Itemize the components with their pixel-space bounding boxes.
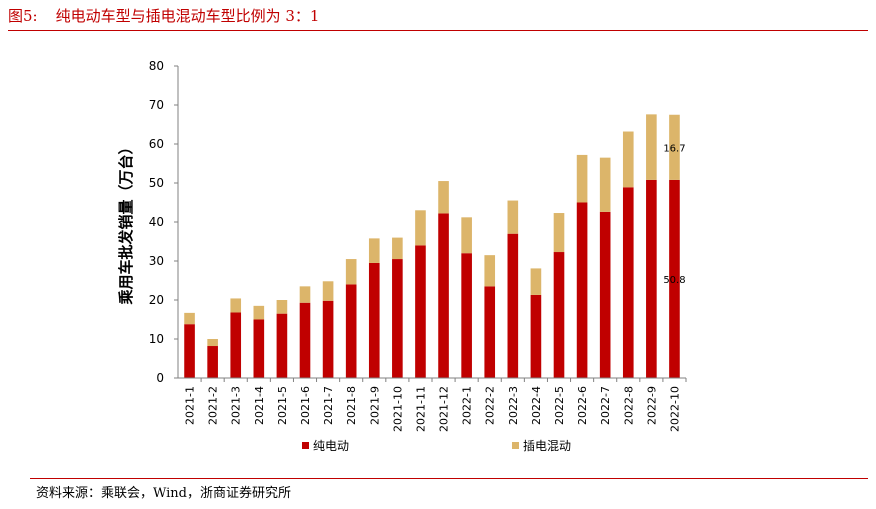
bar-bev xyxy=(599,211,611,378)
bar-bev xyxy=(345,284,357,378)
x-axis: 2021-1 2021-2 2021-3 2021-4 2021-5 2021-6 2021… xyxy=(178,377,687,432)
bar-bev xyxy=(322,300,334,378)
y-tick-label: 20 xyxy=(149,293,164,307)
x-tick-label: 2022-3 xyxy=(507,386,520,425)
x-tick-label: 2021-7 xyxy=(322,386,335,425)
legend-swatch-bev xyxy=(302,442,309,449)
bar-phev xyxy=(438,181,449,214)
x-tick-label: 2021-10 xyxy=(391,386,404,432)
bar-phev xyxy=(322,281,334,301)
bar-phev xyxy=(230,298,242,313)
bar-phev xyxy=(415,210,426,246)
bar-phev xyxy=(646,114,657,180)
x-tick-label: 2021-11 xyxy=(414,386,427,432)
x-tick-label: 2022-5 xyxy=(553,386,566,425)
bar-phev xyxy=(461,217,472,254)
y-tick-label: 60 xyxy=(149,137,164,151)
legend: 纯电动 插电混动 xyxy=(302,439,571,453)
x-tick-label: 2021-5 xyxy=(276,386,289,425)
bar-bev xyxy=(507,233,519,378)
x-tick-label: 2021-9 xyxy=(368,386,381,425)
y-tick-label: 10 xyxy=(149,332,164,346)
bar-phev xyxy=(669,114,680,180)
x-tick-label: 2022-6 xyxy=(576,386,589,425)
y-tick-label: 30 xyxy=(149,254,164,268)
bar-phev xyxy=(253,305,265,320)
bar-bev xyxy=(553,252,565,378)
bar-phev xyxy=(207,339,218,347)
x-tick-label: 2022-10 xyxy=(668,386,681,432)
bar-bev xyxy=(576,202,588,378)
bar-phev xyxy=(576,154,588,203)
x-tick-label: 2022-9 xyxy=(645,386,658,425)
bar-bev xyxy=(484,286,496,378)
source-rule xyxy=(30,478,868,479)
bar-phev xyxy=(276,300,288,314)
legend-label-phev: 插电混动 xyxy=(523,439,571,453)
data-label: 50.8 xyxy=(663,275,685,286)
data-label: 16.7 xyxy=(663,143,685,154)
legend-label-bev: 纯电动 xyxy=(313,439,349,453)
bar-phev xyxy=(392,237,403,260)
y-tick-label: 50 xyxy=(149,176,164,190)
bar-bev xyxy=(438,213,449,378)
bar-phev xyxy=(345,259,357,285)
y-axis-label: 乘用车批发销量（万台） xyxy=(117,139,135,305)
bar-bev xyxy=(646,179,657,378)
bar-bev xyxy=(276,313,288,378)
x-tick-label: 2021-8 xyxy=(345,386,358,425)
bar-bev xyxy=(530,294,542,378)
bar-bev xyxy=(253,319,265,378)
y-tick-label: 80 xyxy=(149,59,164,73)
bar-bev xyxy=(622,187,634,378)
bar-bev xyxy=(669,179,680,378)
bar-bev xyxy=(230,312,242,378)
bar-phev xyxy=(553,213,565,253)
bar-group xyxy=(184,114,680,378)
source-note: 资料来源：乘联会，Wind，浙商证券研究所 xyxy=(36,486,291,501)
bar-bev xyxy=(207,346,218,378)
bar-bev xyxy=(392,259,403,378)
y-tick-label: 40 xyxy=(149,215,164,229)
bar-bev xyxy=(184,324,195,378)
bar-phev xyxy=(622,131,634,188)
x-tick-label: 2021-3 xyxy=(230,386,243,425)
bar-phev xyxy=(530,268,542,295)
legend-swatch-phev xyxy=(512,442,519,449)
x-tick-label: 2022-1 xyxy=(461,386,474,425)
x-tick-label: 2021-2 xyxy=(207,386,220,425)
bar-bev xyxy=(415,245,426,378)
y-tick-label: 70 xyxy=(149,98,164,112)
bar-bev xyxy=(368,262,380,378)
x-tick-label: 2022-2 xyxy=(484,386,497,425)
data-labels: 50.8 16.7 xyxy=(663,143,685,286)
figure-title-text: 纯电动车型与插电混动车型比例为 3：1 xyxy=(55,7,320,25)
bar-bev xyxy=(461,253,472,378)
bar-phev xyxy=(599,157,611,212)
x-tick-label: 2021-6 xyxy=(299,386,312,425)
y-tick-label: 0 xyxy=(156,371,164,385)
x-tick-label: 2021-1 xyxy=(184,386,197,425)
title-rule xyxy=(8,30,868,31)
bar-phev xyxy=(184,312,195,325)
x-tick-label: 2022-7 xyxy=(599,386,612,425)
bar-phev xyxy=(299,286,311,303)
x-tick-label: 2022-4 xyxy=(530,386,543,425)
bar-phev xyxy=(368,238,380,263)
bar-phev xyxy=(484,255,496,287)
x-tick-label: 2022-8 xyxy=(622,386,635,425)
figure-label: 图5: xyxy=(8,7,38,25)
x-tick-label: 2021-12 xyxy=(438,386,451,432)
figure-title: 图5: 纯电动车型与插电混动车型比例为 3：1 xyxy=(8,4,319,28)
x-tick-label: 2021-4 xyxy=(253,386,266,425)
bar-bev xyxy=(299,302,311,378)
y-axis: 0 10 20 30 40 50 60 70 80 xyxy=(149,59,179,385)
bar-phev xyxy=(507,200,519,234)
